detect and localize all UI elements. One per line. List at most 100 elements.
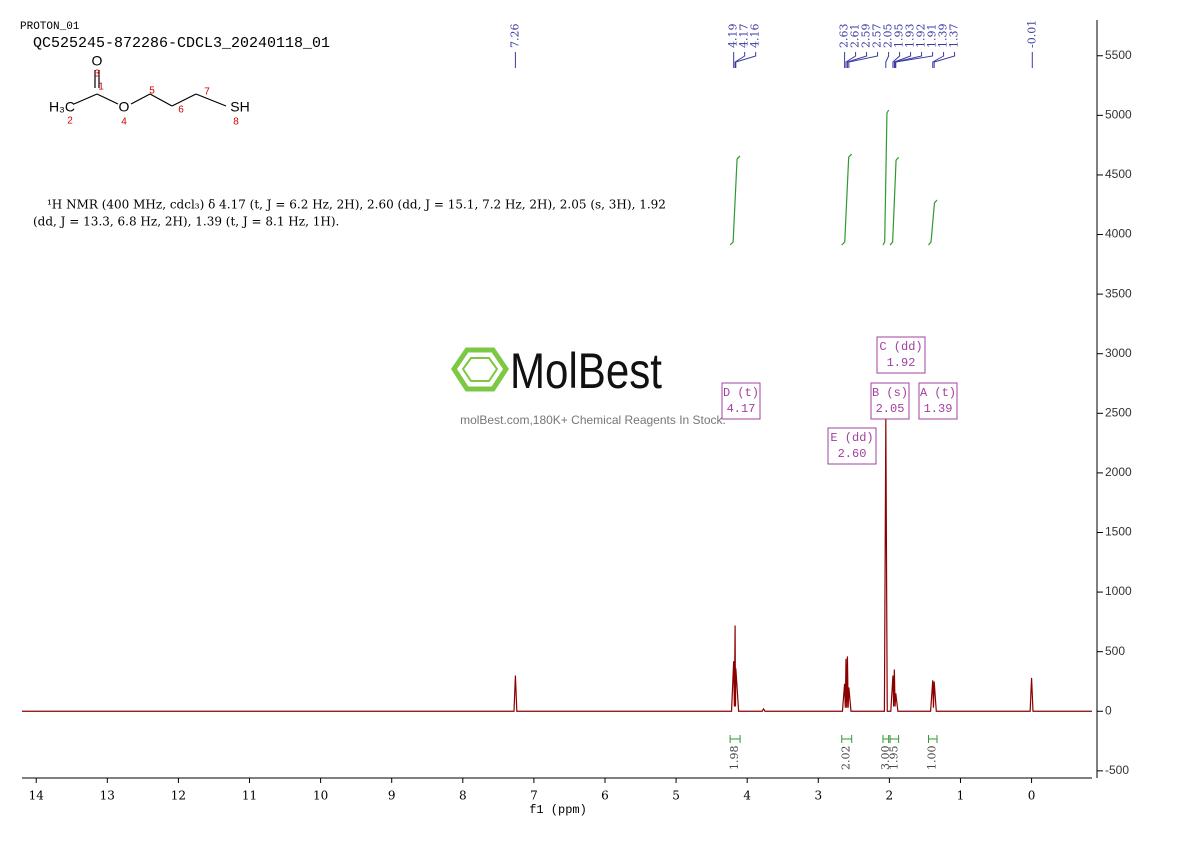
peak-label: 2.63 [838,24,851,49]
integral-bracket [729,735,741,743]
y-tick-label: 500 [1105,644,1125,658]
y-tick-label: 5000 [1105,108,1132,122]
multiplet-name: B (s) [872,386,908,400]
peak-label: 1.95 [893,24,906,49]
atom-number: 1 [98,82,104,93]
x-tick-label: 3 [814,789,822,803]
peak-label: 2.05 [882,24,895,49]
atom-number: 6 [178,105,184,116]
multiplet-name: E (dd) [830,431,873,445]
multiplet-shift: 2.60 [838,447,867,461]
y-tick-label: 3000 [1105,346,1132,360]
integral-curve [928,199,938,246]
integral-label: 2.02 [840,746,853,771]
atom-label: SH [230,99,249,115]
x-tick-label: 6 [601,789,609,803]
multiplet-box [870,382,910,420]
integral-label: 1.00 [926,746,939,771]
nmr-description: ¹H NMR (400 MHz, cdcl₃) δ 4.17 (t, J = 6… [47,198,666,212]
y-tick-label: 4000 [1105,227,1132,241]
peak-leader [848,52,879,68]
peak-label: 1.39 [937,24,950,49]
x-tick-label: 7 [530,789,538,803]
integral-curve [729,155,741,246]
atom-label: H₃C [49,99,75,115]
y-tick-label: 2500 [1105,405,1132,419]
peak-leader [895,52,934,68]
integral-bracket [927,735,938,743]
y-tick-label: 4500 [1105,167,1132,181]
nmr-description: (dd, J = 13.3, 6.8 Hz, 2H), 1.39 (t, J =… [33,215,339,229]
atom-number: 2 [67,116,73,127]
peak-leader [932,52,945,68]
integral-bracket [841,735,853,743]
watermark-brand: MolBest [510,343,662,399]
peak-label: 1.37 [948,24,961,49]
x-tick-label: 9 [388,789,396,803]
watermark-tagline: molBest.com,180K+ Chemical Reagents In S… [460,413,726,427]
x-tick-label: 11 [242,789,257,803]
watermark-logo [450,347,510,392]
x-tick-label: 12 [171,789,186,803]
peak-leader [893,52,912,68]
multiplet-box [721,382,761,420]
peak-label: 1.92 [915,24,928,49]
integral-label: 1.95 [887,746,900,771]
multiplet-name: C (dd) [879,340,922,354]
peak-leader [846,52,868,68]
peak-leader [933,52,956,68]
x-tick-label: 14 [29,789,45,803]
y-tick-label: 1500 [1105,525,1132,539]
multiplet-name: A (t) [920,386,956,400]
multiplet-box [918,382,958,420]
x-tick-label: 13 [100,789,115,803]
y-tick-label: 0 [1105,703,1112,717]
y-tick-label: 1000 [1105,584,1132,598]
atom-label: O [119,99,130,115]
multiplet-shift: 4.17 [727,402,756,416]
atom-number: 3 [94,69,100,80]
y-tick-label: 5500 [1105,48,1132,62]
multiplet-shift: 1.39 [924,402,953,416]
structure-bonds [73,70,227,107]
peak-label: 2.61 [849,24,862,49]
x-tick-label: 8 [459,789,467,803]
integral-curve [889,156,900,246]
peak-leader [892,52,901,68]
x-tick-label: 5 [672,789,680,803]
integral-bracket [889,735,900,743]
experiment-name: PROTON_01 [20,21,80,33]
x-axis-label: f1 (ppm) [529,803,587,817]
x-tick-label: 0 [1028,789,1036,803]
x-tick-label: 4 [743,789,751,803]
peak-label: 1.91 [926,24,939,49]
atom-number: 7 [204,87,210,98]
sample-name: QC525245-872286-CDCL3_20240118_01 [33,35,330,52]
integral-curve [882,109,890,246]
x-tick-label: 10 [313,789,328,803]
peak-leader [885,52,890,68]
peak-label: 2.59 [860,24,873,49]
multiplet-shift: 1.92 [887,356,916,370]
atom-label: O [92,53,103,69]
y-tick-label: -500 [1105,763,1129,777]
peak-label: 7.26 [508,24,521,49]
atom-number: 8 [233,117,239,128]
y-tick-label: 2000 [1105,465,1132,479]
multiplet-box [876,336,926,374]
multiplet-name: D (t) [723,386,759,400]
integral-curve [841,153,853,246]
atom-number: 5 [149,86,155,97]
integral-label: 1.98 [728,746,741,771]
peak-label: 4.16 [749,24,762,49]
integral-label: 3.00 [879,746,892,771]
peak-leader [735,52,757,68]
peak-leader [845,52,857,68]
peak-leader [734,52,746,68]
x-tick-label: 1 [957,789,965,803]
peak-label: 4.19 [727,24,740,49]
integral-bracket [882,735,890,743]
spectrum [22,419,1092,712]
